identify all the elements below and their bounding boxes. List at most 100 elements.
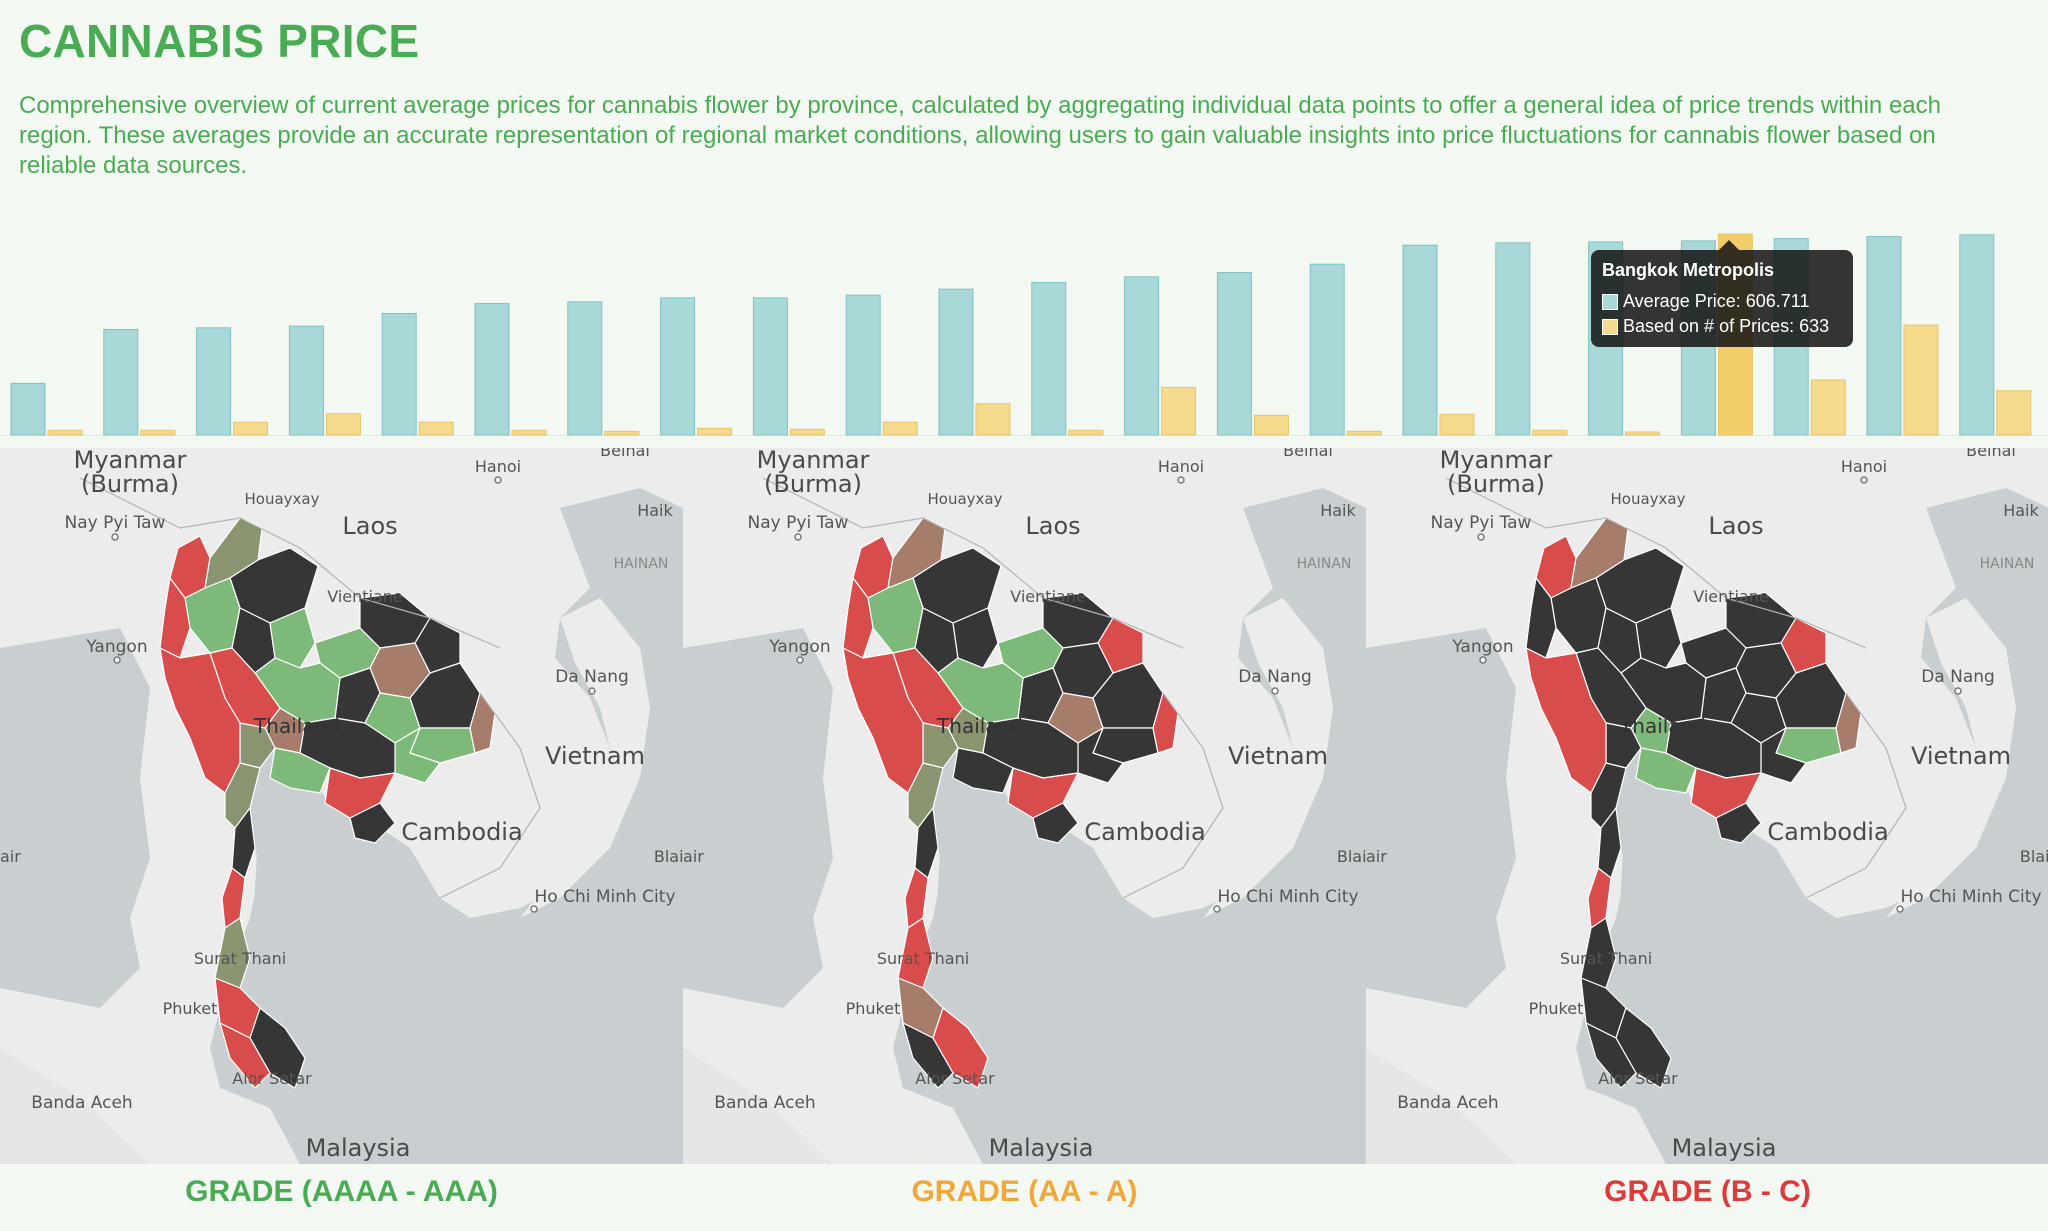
bar-price-count[interactable] — [140, 429, 176, 436]
city-marker — [1860, 476, 1868, 484]
bar-price-count[interactable] — [604, 430, 640, 436]
thailand-provinces[interactable] — [159, 517, 496, 1089]
province[interactable] — [1715, 802, 1762, 844]
province[interactable] — [952, 747, 1014, 794]
bar-average-price[interactable] — [196, 327, 232, 436]
map-label: Laos — [1708, 512, 1763, 540]
map-label: Phuket — [1529, 999, 1584, 1018]
thailand-provinces[interactable] — [842, 517, 1179, 1089]
bar-average-price[interactable] — [660, 297, 696, 436]
bar-price-count[interactable] — [233, 421, 269, 436]
bar-average-price[interactable] — [1031, 282, 1067, 436]
bar-average-price[interactable] — [1959, 234, 1995, 436]
bar-price-count[interactable] — [1532, 429, 1568, 436]
bar-price-count[interactable] — [1625, 431, 1661, 436]
province[interactable] — [1152, 692, 1179, 754]
map-label: Thailand — [1619, 714, 1706, 738]
bar-average-price[interactable] — [474, 302, 510, 436]
bar-price-count[interactable] — [1903, 324, 1939, 436]
bar-average-price[interactable] — [1309, 263, 1345, 436]
bar-price-count[interactable] — [1161, 386, 1197, 436]
bar-price-count[interactable] — [789, 428, 825, 436]
province[interactable] — [1597, 807, 1622, 879]
bar-average-price[interactable] — [10, 382, 46, 436]
city-marker — [494, 476, 502, 484]
bar-price-count[interactable] — [975, 403, 1011, 436]
province[interactable] — [952, 607, 999, 669]
province[interactable] — [269, 747, 331, 794]
province[interactable] — [214, 917, 251, 989]
bar-price-count[interactable] — [1996, 390, 2032, 436]
map-label: Houayxay — [1611, 490, 1686, 508]
map-label: Da Nang — [1921, 667, 1995, 687]
bar-average-price[interactable] — [103, 328, 139, 436]
map-label: Blair — [2020, 847, 2048, 866]
bar-average-price[interactable] — [938, 288, 974, 436]
map-label: Surat Thani — [877, 949, 969, 968]
bar-price-count[interactable] — [418, 421, 454, 436]
thailand-provinces[interactable] — [1525, 517, 1862, 1089]
province[interactable] — [219, 1022, 271, 1089]
city-marker — [588, 687, 596, 695]
bar-price-count[interactable] — [1810, 379, 1846, 436]
map-grade-aa-a[interactable]: Myanmar (Burma) Hanoi Beihai Haik HAINAN Houay… — [683, 448, 1366, 1164]
map-label: Beihai — [600, 448, 650, 460]
province[interactable] — [1580, 917, 1617, 989]
map-label: Phuket — [846, 999, 901, 1018]
bar-price-count[interactable] — [325, 413, 361, 436]
map-label: (Burma) — [764, 470, 862, 498]
province[interactable] — [1585, 1022, 1637, 1089]
city-marker — [530, 905, 538, 913]
province[interactable] — [1835, 692, 1862, 754]
province[interactable] — [269, 607, 316, 669]
price-bar-chart[interactable] — [0, 208, 2048, 436]
province[interactable] — [349, 802, 396, 844]
bar-average-price[interactable] — [381, 312, 417, 436]
bar-price-count[interactable] — [1068, 429, 1104, 436]
bar-average-price[interactable] — [1495, 242, 1531, 436]
bar-average-price[interactable] — [752, 297, 788, 436]
map-label: Myanmar — [1440, 448, 1553, 474]
province[interactable] — [231, 807, 256, 879]
bar-price-count[interactable] — [1439, 413, 1475, 436]
bar-average-price[interactable] — [1866, 236, 1902, 436]
grade-label-mid: GRADE (AA - A) — [911, 1175, 1138, 1208]
bar-average-price[interactable] — [1216, 272, 1252, 436]
bar-price-count[interactable] — [1346, 430, 1382, 436]
province[interactable] — [469, 692, 496, 754]
province[interactable] — [1635, 607, 1682, 669]
sea-tonkin — [1243, 488, 1366, 618]
map-label: Ho Chi Minh City — [1900, 887, 2041, 907]
province[interactable] — [902, 1022, 954, 1089]
country-border — [1805, 692, 1907, 899]
sea-south-china — [1676, 868, 2048, 1164]
map-label: Haik — [1320, 501, 1356, 520]
bar-price-count[interactable] — [882, 421, 918, 436]
sea-andaman — [683, 628, 833, 1008]
bar-average-price[interactable] — [288, 325, 324, 436]
province[interactable] — [1635, 747, 1697, 794]
bar-average-price[interactable] — [845, 294, 881, 436]
province[interactable] — [897, 917, 934, 989]
grade-label-low: GRADE (B - C) — [1604, 1175, 1811, 1208]
map-grade-aaaa-aaa[interactable]: Myanmar (Burma) Hanoi Beihai Haik HAINAN Houay… — [0, 448, 683, 1164]
map-label: (Burma) — [1447, 470, 1545, 498]
bar-price-count[interactable] — [47, 429, 83, 436]
map-grade-b-c[interactable]: Myanmar (Burma) Hanoi Beihai Haik HAINAN Houay… — [1366, 448, 2048, 1164]
map-label: Cambodia — [401, 818, 522, 846]
bar-average-price[interactable] — [1402, 244, 1438, 436]
sea-andaman — [0, 628, 150, 1008]
sea-south-china — [993, 868, 1366, 1164]
city-marker — [113, 656, 121, 664]
bar-average-price[interactable] — [1124, 276, 1160, 436]
bar-price-count[interactable] — [697, 427, 733, 436]
map-label: Phuket — [163, 999, 218, 1018]
bar-price-count[interactable] — [511, 429, 547, 436]
bar-price-count[interactable] — [1253, 414, 1289, 436]
landmass-vietnam — [1886, 598, 2016, 918]
province[interactable] — [1032, 802, 1079, 844]
map-label: Vietnam — [1228, 742, 1328, 770]
map-label: Hanoi — [1841, 457, 1887, 476]
bar-average-price[interactable] — [567, 301, 603, 436]
province[interactable] — [914, 807, 939, 879]
